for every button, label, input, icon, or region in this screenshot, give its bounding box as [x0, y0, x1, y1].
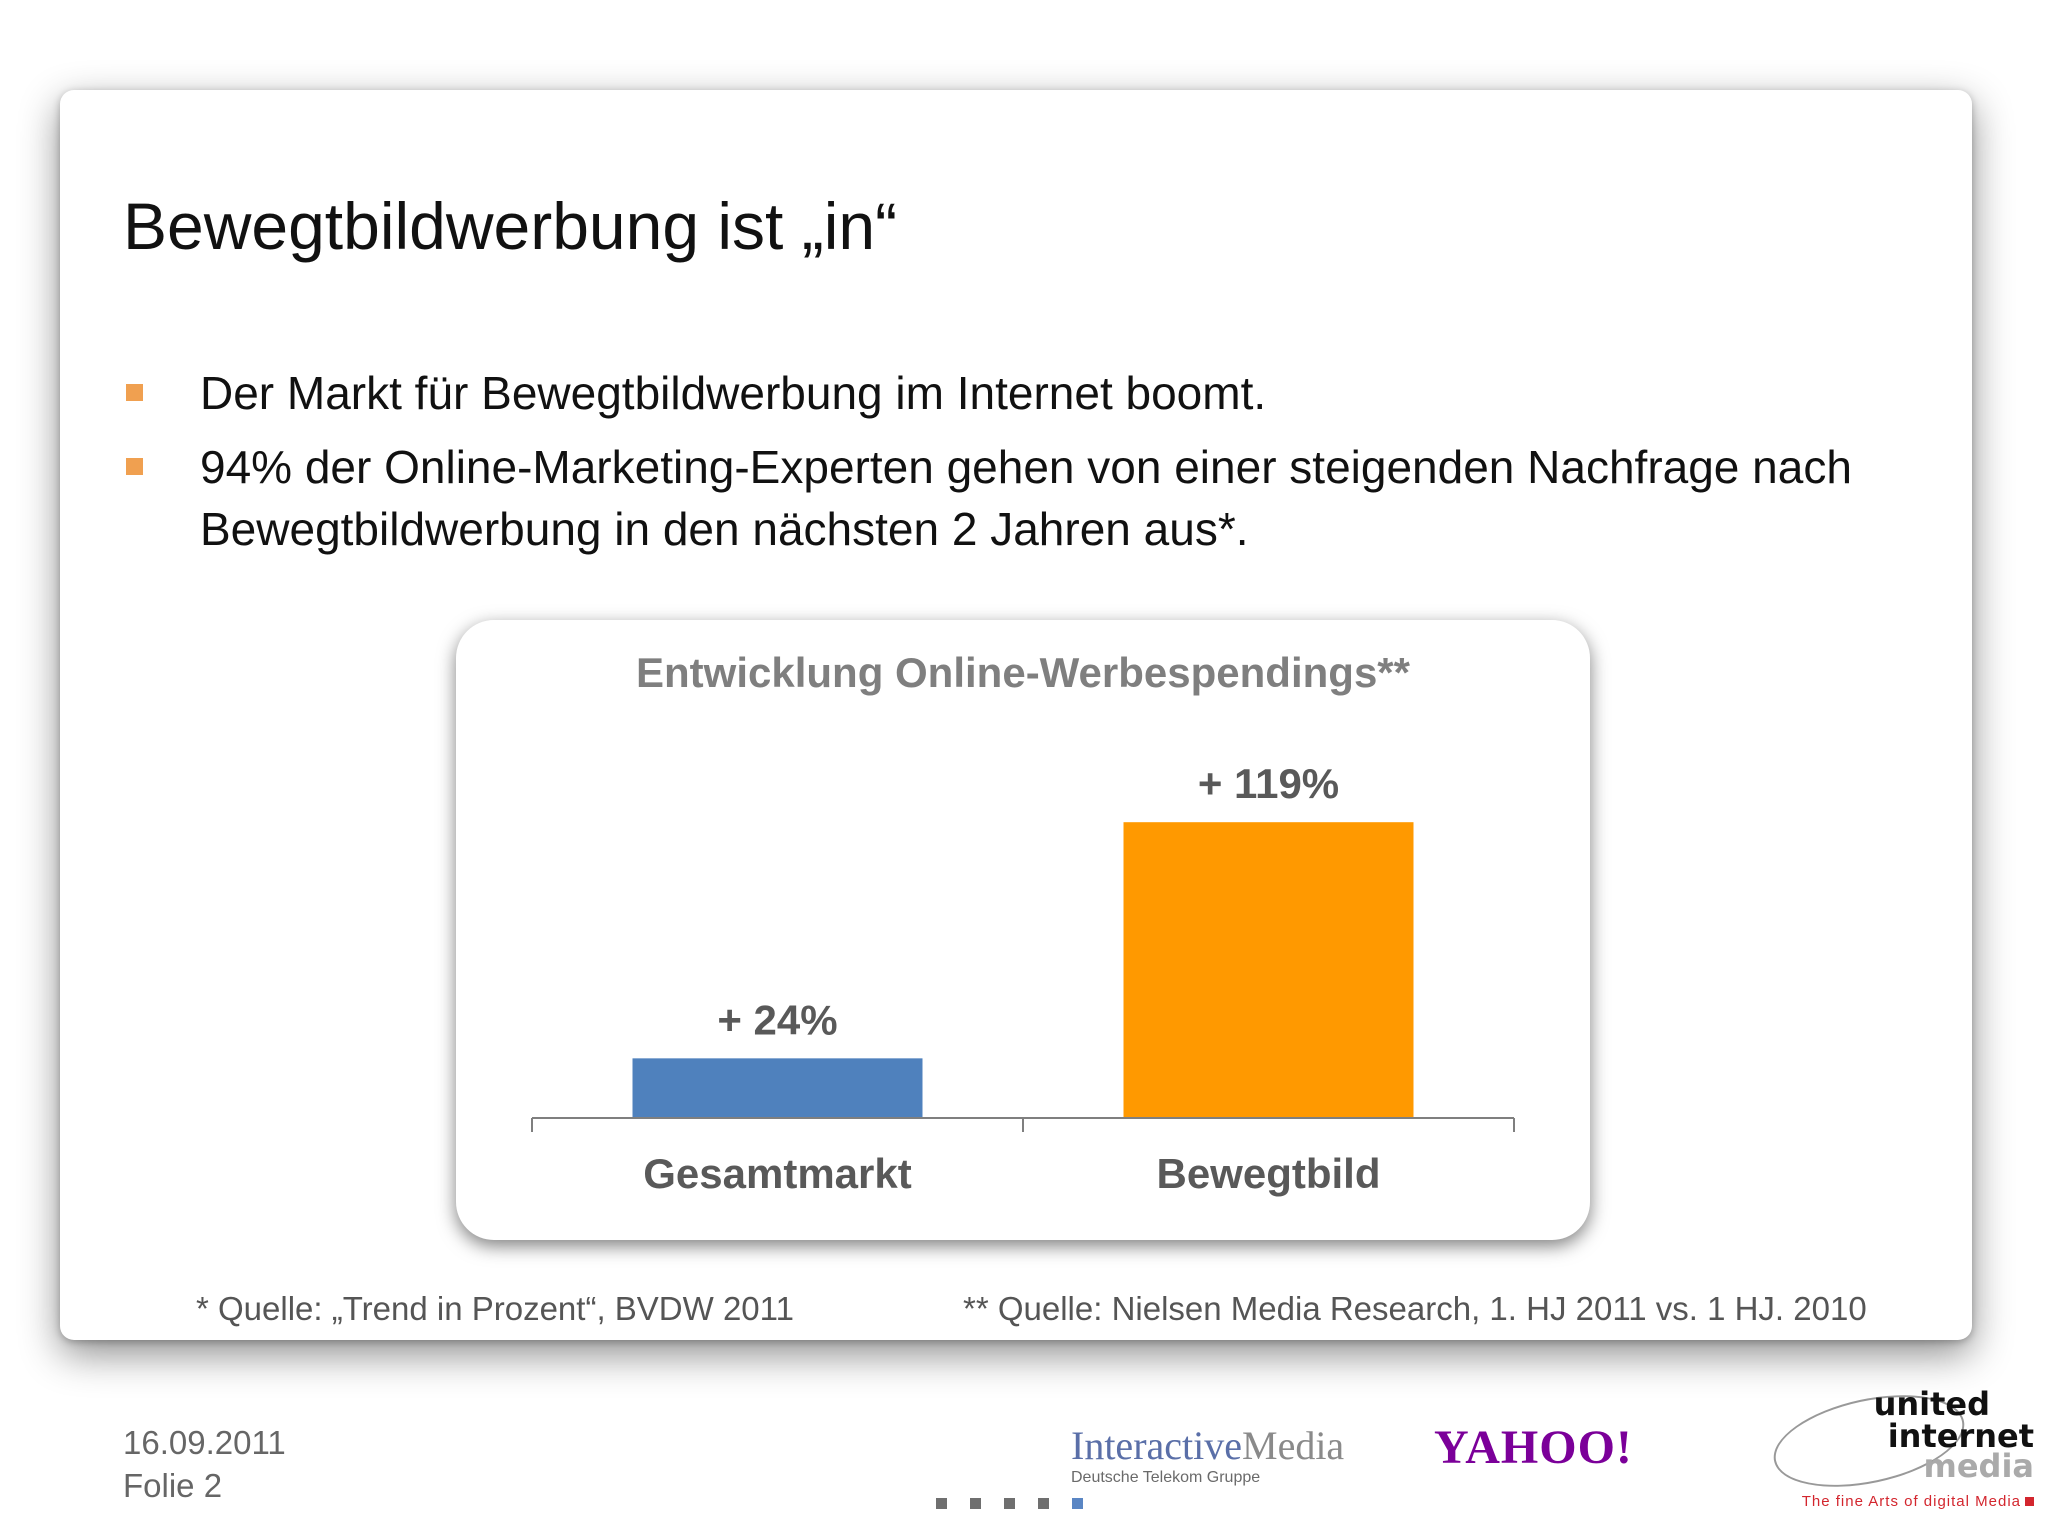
logo-uim-tagline: The fine Arts of digital Media [1802, 1493, 2034, 1510]
slide-navigation [936, 1498, 1083, 1509]
logo-uim-line1: united [1873, 1385, 1990, 1423]
logo-uim-line2: internet [1887, 1417, 2034, 1455]
red-square-icon [2025, 1497, 2034, 1506]
bullet-item-1: Der Markt für Bewegtbildwerbung im Inter… [126, 362, 1926, 424]
bullet-list: Der Markt für Bewegtbildwerbung im Inter… [126, 362, 1926, 572]
bullet-square-icon [126, 384, 143, 401]
bullet-square-icon [126, 458, 143, 475]
category-label-gesamtmarkt: Gesamtmarkt [643, 1150, 911, 1197]
chart-title: Entwicklung Online-Werbespendings** [636, 649, 1411, 696]
united-internet-media-logo: united internet media The fine Arts of d… [1704, 1379, 2034, 1515]
slide-title: Bewegtbildwerbung ist „in“ [123, 189, 898, 263]
nav-dot[interactable] [1072, 1498, 1083, 1509]
yahoo-logo: YAHOO! [1434, 1421, 1633, 1474]
nav-dot[interactable] [936, 1498, 947, 1509]
nav-dot[interactable] [1038, 1498, 1049, 1509]
bullet-text-2: 94% der Online-Marketing-Experten gehen … [200, 441, 1852, 555]
logo-im-sub: Deutsche Telekom Gruppe [1071, 1469, 1261, 1486]
nav-dot[interactable] [1004, 1498, 1015, 1509]
category-label-bewegtbild: Bewegtbild [1156, 1150, 1380, 1197]
data-label-gesamtmarkt: + 24% [717, 996, 837, 1043]
bar-gesamtmarkt [632, 1058, 923, 1118]
nav-dot[interactable] [970, 1498, 981, 1509]
bar-chart: Entwicklung Online-Werbespendings** + 24… [531, 649, 1515, 1197]
logo-uim-line3: media [1923, 1447, 2034, 1485]
logo-uim-tagline-text: The fine Arts of digital Media [1801, 1493, 2021, 1510]
bullet-item-2: 94% der Online-Marketing-Experten gehen … [126, 436, 1926, 560]
data-label-bewegtbild: + 119% [1198, 760, 1339, 807]
chart-panel: Entwicklung Online-Werbespendings** + 24… [456, 620, 1590, 1240]
footnote-source-1: * Quelle: „Trend in Prozent“, BVDW 2011 [196, 1290, 794, 1327]
bar-bewegtbild [1123, 822, 1414, 1118]
logo-im-part1: Interactive [1071, 1423, 1242, 1468]
bullet-text-1: Der Markt für Bewegtbildwerbung im Inter… [200, 367, 1267, 419]
interactive-media-logo: InteractiveMedia Deutsche Telekom Gruppe [1071, 1422, 1344, 1487]
footnote-source-2: ** Quelle: Nielsen Media Research, 1. HJ… [963, 1290, 1867, 1327]
slide-number: Folie 2 [123, 1467, 223, 1504]
logo-im-part2: Media [1242, 1423, 1345, 1468]
slide-date: 16.09.2011 [123, 1424, 286, 1461]
